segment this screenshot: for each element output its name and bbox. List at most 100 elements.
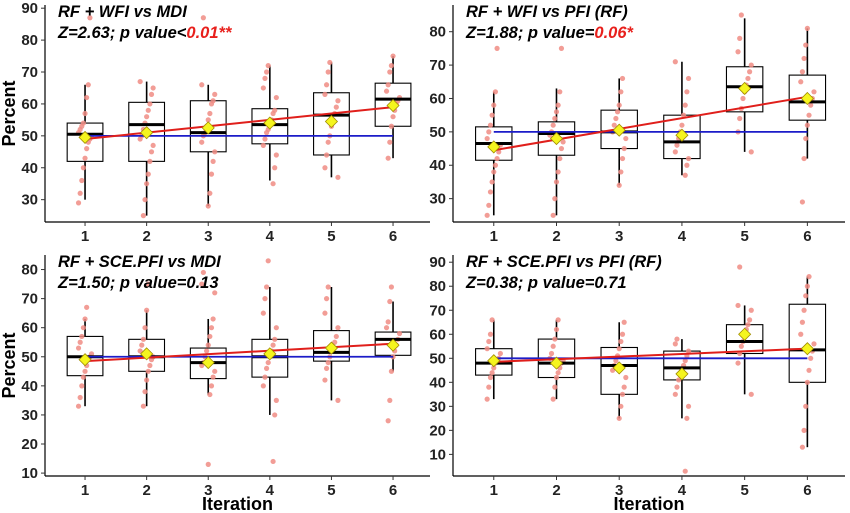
data-point	[273, 397, 279, 403]
data-point	[621, 384, 627, 390]
data-point	[210, 374, 216, 380]
data-point	[737, 115, 743, 122]
data-point	[552, 115, 558, 122]
data-point	[325, 139, 331, 145]
data-point	[555, 370, 561, 376]
data-point	[804, 379, 810, 385]
data-point	[272, 107, 278, 113]
mean-marker	[78, 353, 92, 367]
data-point	[618, 338, 624, 345]
data-point	[685, 155, 692, 162]
mean-marker	[201, 356, 215, 370]
data-point	[491, 169, 497, 175]
data-point	[684, 415, 690, 421]
data-point	[333, 104, 339, 110]
data-point	[803, 135, 809, 142]
x-tick-label: 5	[740, 228, 748, 245]
data-point	[494, 155, 500, 162]
mean-marker	[386, 98, 400, 113]
mean-marker	[800, 91, 814, 106]
data-point	[150, 85, 156, 91]
data-point	[322, 165, 328, 171]
data-point	[737, 264, 743, 270]
y-tick-label: 70	[429, 57, 446, 74]
data-point	[265, 258, 271, 264]
data-point	[672, 391, 678, 397]
data-point	[140, 336, 146, 342]
data-point	[555, 102, 561, 108]
data-point	[144, 377, 150, 383]
data-point	[145, 107, 151, 113]
data-point	[322, 91, 328, 97]
data-point	[145, 281, 151, 287]
data-point	[396, 330, 403, 337]
data-point	[335, 397, 341, 403]
data-point	[385, 418, 391, 424]
x-axis-title: Iteration	[202, 494, 273, 513]
data-point	[492, 89, 499, 95]
data-point	[558, 145, 565, 152]
data-point	[210, 98, 216, 104]
data-point	[682, 102, 688, 108]
data-point	[621, 319, 627, 325]
data-point	[484, 135, 490, 142]
data-point	[85, 82, 91, 88]
data-point	[147, 362, 153, 369]
data-point	[799, 199, 806, 205]
data-point	[685, 403, 692, 409]
data-point	[486, 338, 492, 345]
mean-marker	[201, 121, 215, 135]
data-point	[735, 360, 741, 366]
y-tick-label: 40	[429, 374, 446, 391]
data-point	[383, 325, 390, 331]
data-point	[489, 317, 495, 323]
x-tick-label: 6	[803, 228, 811, 245]
data-point	[77, 394, 83, 401]
y-tick-label: 50	[429, 124, 446, 141]
y-tick-label: 50	[429, 350, 446, 367]
y-tick-label: 30	[21, 407, 38, 424]
panel-title-line2: Z=1.88; p value=0.06*	[465, 24, 635, 42]
data-point	[623, 374, 629, 381]
x-tick-label: 4	[266, 228, 275, 245]
data-point	[748, 149, 754, 155]
data-point	[682, 172, 688, 178]
x-tick-label: 5	[327, 228, 335, 245]
data-point	[80, 325, 87, 331]
data-point	[489, 179, 495, 185]
data-point	[748, 62, 754, 68]
data-point	[208, 325, 215, 331]
data-point	[555, 169, 561, 175]
stat-text: Z=1.88; p value=	[465, 24, 595, 42]
data-point	[75, 200, 82, 206]
data-point	[613, 358, 619, 364]
data-point	[272, 165, 278, 171]
data-point	[489, 370, 495, 376]
data-point	[553, 326, 560, 333]
y-tick-label: 70	[429, 302, 446, 319]
data-point	[84, 146, 90, 152]
data-point	[148, 149, 155, 155]
data-point	[263, 69, 270, 75]
data-point	[497, 350, 503, 357]
data-point	[260, 142, 266, 149]
data-point	[325, 284, 331, 290]
mean-marker	[487, 140, 501, 154]
mean-marker	[140, 126, 154, 140]
data-point	[323, 296, 330, 302]
y-tick-label: 80	[429, 278, 446, 295]
data-point	[80, 165, 87, 171]
data-point	[685, 348, 692, 354]
mean-marker	[140, 347, 154, 361]
data-point	[272, 412, 278, 418]
data-point	[80, 374, 87, 380]
data-point	[672, 149, 678, 155]
box	[600, 109, 638, 150]
data-point	[140, 403, 146, 409]
data-point	[273, 152, 279, 158]
data-point	[145, 171, 151, 177]
data-point	[79, 177, 85, 184]
data-point	[682, 358, 688, 364]
panel-title-line1: RF + WFI vs PFI (RF)	[466, 3, 628, 21]
